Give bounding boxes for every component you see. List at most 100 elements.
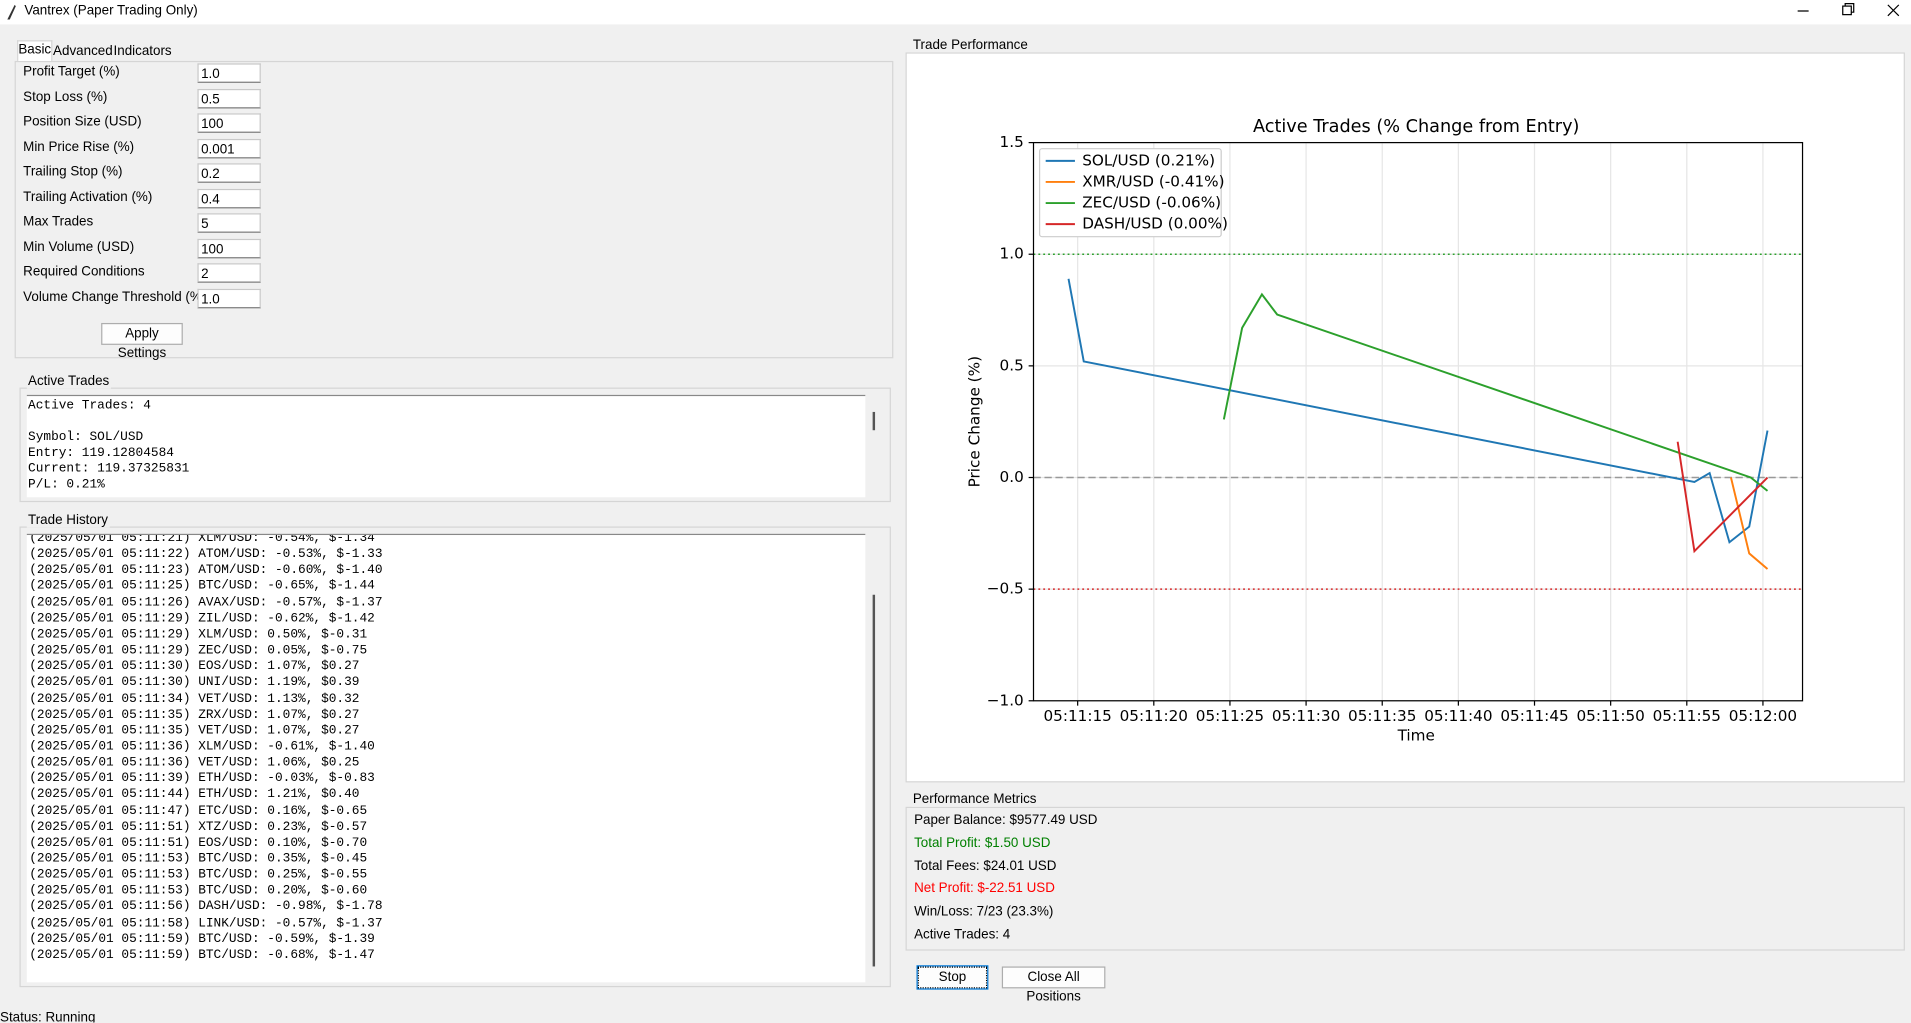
history-line: (2025/05/01 05:11:29) ZEC/USD: 0.05%, $-… bbox=[29, 643, 368, 659]
scrollbar[interactable] bbox=[872, 411, 876, 431]
x-tick-label: 05:11:55 bbox=[1653, 707, 1721, 725]
text-line: P/L: 0.21% bbox=[28, 477, 105, 493]
metric-line: Active Trades: 4 bbox=[914, 927, 1011, 943]
plot-frame bbox=[1032, 141, 1804, 702]
button[interactable]: Stop bbox=[916, 965, 989, 990]
x-tick-label: 05:11:50 bbox=[1576, 707, 1644, 725]
history-line: (2025/05/01 05:11:47) ETC/USD: 0.16%, $-… bbox=[29, 803, 368, 819]
setting-entry[interactable]: 1.0 bbox=[197, 63, 261, 83]
x-tick-label: 05:11:20 bbox=[1120, 707, 1188, 725]
setting-entry[interactable]: 2 bbox=[197, 263, 261, 283]
history-line: (2025/05/01 05:11:44) ETH/USD: 1.21%, $0… bbox=[29, 787, 360, 803]
metrics-title: Performance Metrics bbox=[911, 792, 1038, 807]
metric-line: Total Profit: $1.50 USD bbox=[914, 835, 1051, 851]
legend-label: DASH/USD (0.00%) bbox=[1082, 215, 1228, 233]
history-line: (2025/05/01 05:11:29) XLM/USD: 0.50%, $-… bbox=[29, 627, 368, 643]
legend-label: ZEC/USD (-0.06%) bbox=[1082, 194, 1221, 212]
title-bar bbox=[0, 0, 1911, 25]
history-line: (2025/05/01 05:11:35) ZRX/USD: 1.07%, $0… bbox=[29, 707, 360, 723]
y-tick-label: 0.0 bbox=[1000, 468, 1024, 486]
x-tick-label: 05:11:35 bbox=[1348, 707, 1416, 725]
setting-label: Profit Target (%) bbox=[23, 64, 120, 80]
x-tick-label: 05:12:00 bbox=[1729, 707, 1797, 725]
setting-entry[interactable]: 0.001 bbox=[197, 138, 261, 158]
setting-label: Trailing Stop (%) bbox=[23, 164, 123, 180]
legend-box bbox=[1038, 148, 1222, 238]
setting-label: Trailing Activation (%) bbox=[23, 189, 153, 205]
text-line: Active Trades: 4 bbox=[28, 398, 151, 414]
setting-entry[interactable]: 0.4 bbox=[197, 188, 261, 208]
setting-entry[interactable]: 5 bbox=[197, 213, 261, 233]
x-tick-label: 05:11:15 bbox=[1043, 707, 1111, 725]
chart-title: Active Trades (% Change from Entry) bbox=[1253, 117, 1579, 137]
tab[interactable]: Indicators bbox=[113, 43, 172, 59]
history-line: (2025/05/01 05:11:22) ATOM/USD: -0.53%, … bbox=[29, 547, 383, 563]
history-line: (2025/05/01 05:11:34) VET/USD: 1.13%, $0… bbox=[29, 691, 360, 707]
setting-entry[interactable]: 1.0 bbox=[197, 288, 261, 308]
history-line: (2025/05/01 05:11:51) XTZ/USD: 0.23%, $-… bbox=[29, 819, 368, 835]
setting-entry[interactable]: 100 bbox=[197, 238, 261, 258]
setting-label: Stop Loss (%) bbox=[23, 89, 108, 105]
y-tick-label: −1.0 bbox=[987, 691, 1024, 709]
history-line: (2025/05/01 05:11:36) VET/USD: 1.06%, $0… bbox=[29, 755, 360, 771]
history-line: (2025/05/01 05:11:56) DASH/USD: -0.98%, … bbox=[29, 899, 383, 915]
setting-entry[interactable]: 100 bbox=[197, 113, 261, 133]
x-tick-label: 05:11:30 bbox=[1272, 707, 1340, 725]
history-line: (2025/05/01 05:11:23) ATOM/USD: -0.60%, … bbox=[29, 563, 383, 579]
series-line bbox=[1222, 292, 1769, 492]
scrollbar[interactable] bbox=[872, 594, 876, 967]
legend-label: SOL/USD (0.21%) bbox=[1082, 151, 1215, 169]
y-tick-label: −0.5 bbox=[987, 580, 1024, 598]
x-axis-label: Time bbox=[1397, 727, 1435, 745]
metric-line: Total Fees: $24.01 USD bbox=[914, 858, 1057, 874]
history-line: (2025/05/01 05:11:30) EOS/USD: 1.07%, $0… bbox=[29, 659, 360, 675]
history-line: (2025/05/01 05:11:59) BTC/USD: -0.68%, $… bbox=[29, 948, 375, 963]
setting-entry[interactable]: 0.5 bbox=[197, 88, 261, 108]
tab[interactable]: Advanced bbox=[53, 43, 113, 59]
status-label: Status: Running bbox=[0, 1010, 96, 1023]
text-line: Entry: 119.12804584 bbox=[28, 446, 174, 461]
settings-frame bbox=[14, 60, 894, 359]
window-title: Vantrex (Paper Trading Only) bbox=[24, 3, 198, 19]
window-controls[interactable] bbox=[1779, 0, 1911, 24]
y-tick-label: 1.0 bbox=[1000, 245, 1024, 263]
app-icon bbox=[7, 4, 16, 20]
history-line: (2025/05/01 05:11:21) XLM/USD: -0.54%, $… bbox=[29, 533, 375, 546]
text-line: Symbol: SOL/USD bbox=[28, 430, 144, 445]
history-line: (2025/05/01 05:11:35) VET/USD: 1.07%, $0… bbox=[29, 723, 360, 739]
active-trades-title: Active Trades bbox=[26, 374, 111, 389]
active-trades-frame bbox=[19, 387, 891, 503]
history-line: (2025/05/01 05:11:25) BTC/USD: -0.65%, $… bbox=[29, 579, 375, 595]
history-line: (2025/05/01 05:11:58) LINK/USD: -0.57%, … bbox=[29, 916, 383, 931]
x-tick-label: 05:11:40 bbox=[1424, 707, 1492, 725]
y-tick-label: 1.5 bbox=[1000, 133, 1024, 151]
history-line: (2025/05/01 05:11:26) AVAX/USD: -0.57%, … bbox=[29, 595, 383, 611]
setting-label: Required Conditions bbox=[23, 264, 145, 280]
metric-line: Net Profit: $-22.51 USD bbox=[914, 881, 1055, 897]
setting-label: Min Price Rise (%) bbox=[23, 139, 135, 155]
y-tick-label: 0.5 bbox=[1000, 356, 1024, 374]
history-line: (2025/05/01 05:11:39) ETH/USD: -0.03%, $… bbox=[29, 771, 375, 787]
series-line bbox=[1676, 441, 1769, 554]
legend-label: XMR/USD (-0.41%) bbox=[1082, 172, 1224, 190]
metric-line: Paper Balance: $9577.49 USD bbox=[914, 812, 1098, 828]
trade-history-title: Trade History bbox=[26, 513, 110, 528]
apply-button[interactable]: Apply Settings bbox=[101, 322, 183, 361]
chart-panel-title: Trade Performance bbox=[911, 37, 1030, 53]
history-line: (2025/05/01 05:11:53) BTC/USD: 0.35%, $-… bbox=[29, 851, 368, 867]
x-tick-label: 05:11:25 bbox=[1196, 707, 1264, 725]
button[interactable]: Close All Positions bbox=[1001, 966, 1106, 1004]
history-line: (2025/05/01 05:11:36) XLM/USD: -0.61%, $… bbox=[29, 739, 375, 755]
history-line: (2025/05/01 05:11:53) BTC/USD: 0.20%, $-… bbox=[29, 883, 368, 899]
history-line: (2025/05/01 05:11:59) BTC/USD: -0.59%, $… bbox=[29, 932, 375, 947]
tab[interactable]: Basic bbox=[17, 40, 53, 61]
text-line: Current: 119.37325831 bbox=[28, 461, 190, 477]
history-line: (2025/05/01 05:11:30) UNI/USD: 1.19%, $0… bbox=[29, 675, 360, 691]
series-line bbox=[1067, 278, 1769, 544]
setting-label: Min Volume (USD) bbox=[23, 239, 135, 255]
setting-entry[interactable]: 0.2 bbox=[197, 163, 261, 183]
active-trades-text: Active Trades: 4 Symbol: SOL/USD Entry: 11… bbox=[26, 394, 866, 498]
y-axis-label: Price Change (%) bbox=[966, 356, 984, 487]
metrics-frame bbox=[905, 806, 1905, 951]
